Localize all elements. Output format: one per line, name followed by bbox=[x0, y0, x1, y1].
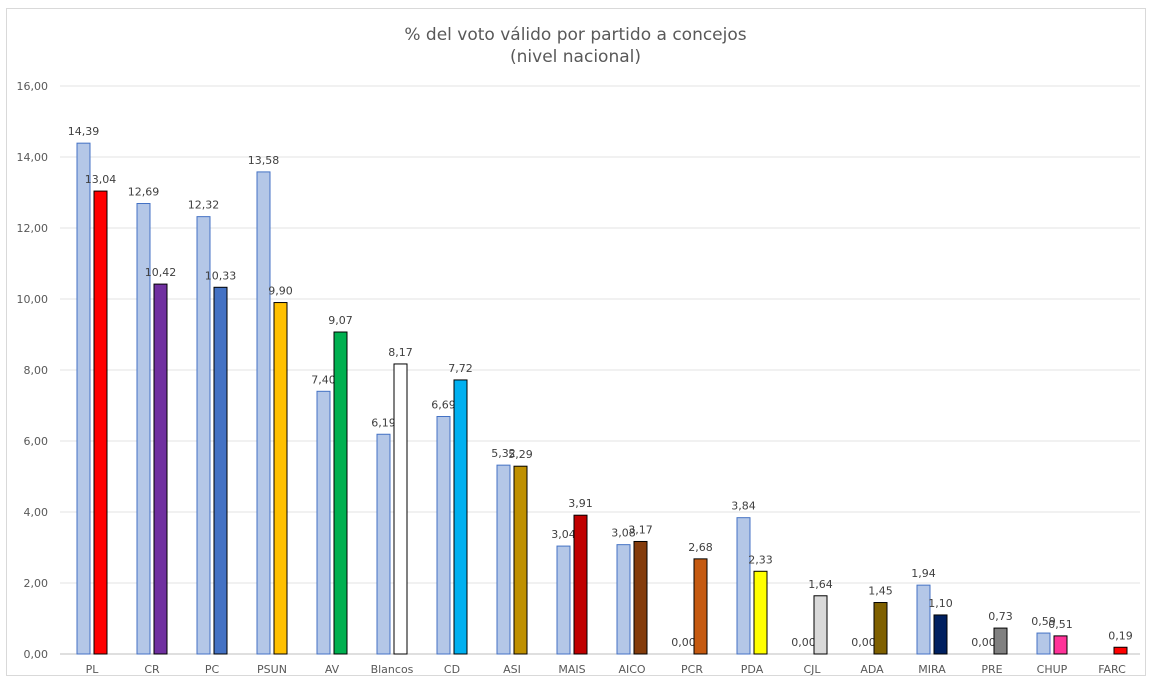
bar-series-1 bbox=[556, 545, 571, 655]
x-category-label: CJL bbox=[803, 663, 821, 676]
bar-series-1 bbox=[316, 390, 331, 655]
data-label-series-1: 0,00 bbox=[671, 636, 696, 649]
data-label-series-1: 1,94 bbox=[911, 567, 936, 580]
data-label-series-2: 0,19 bbox=[1108, 629, 1133, 642]
x-category-label: PC bbox=[205, 663, 220, 676]
bar-series-1 bbox=[1036, 632, 1051, 655]
bar-series-2 bbox=[633, 540, 648, 655]
data-label-series-2: 1,10 bbox=[928, 597, 953, 610]
data-label-series-1: 0,00 bbox=[791, 636, 816, 649]
bar-series-2 bbox=[513, 465, 528, 655]
x-category-label: AV bbox=[325, 663, 340, 676]
chart-title: % del voto válido por partido a concejos bbox=[404, 25, 747, 45]
x-category-label: Blancos bbox=[371, 663, 414, 676]
data-label-series-1: 6,69 bbox=[431, 399, 456, 412]
bar-series-1 bbox=[736, 517, 751, 655]
y-tick-label: 4,00 bbox=[24, 506, 49, 519]
y-tick-label: 6,00 bbox=[24, 435, 49, 448]
data-label-series-2: 5,29 bbox=[508, 448, 533, 461]
y-tick-label: 14,00 bbox=[17, 151, 49, 164]
bar-series-1 bbox=[616, 544, 631, 655]
data-label-series-2: 9,90 bbox=[268, 285, 293, 298]
data-label-series-2: 3,91 bbox=[568, 497, 593, 510]
bar-series-1 bbox=[916, 584, 931, 655]
bar-series-1 bbox=[256, 171, 271, 655]
data-label-series-2: 3,17 bbox=[628, 523, 653, 536]
data-label-series-1: 14,39 bbox=[68, 125, 100, 138]
x-category-label: PCR bbox=[681, 663, 703, 676]
x-category-label: MIRA bbox=[918, 663, 946, 676]
bar-series-2 bbox=[813, 595, 828, 655]
bar-series-2 bbox=[573, 514, 588, 655]
y-tick-label: 2,00 bbox=[24, 577, 49, 590]
data-label-series-1: 6,19 bbox=[371, 416, 396, 429]
bar-series-1 bbox=[196, 216, 211, 655]
y-tick-label: 0,00 bbox=[24, 648, 49, 661]
bar-series-2 bbox=[333, 331, 348, 655]
bar-series-2 bbox=[753, 570, 768, 655]
bar-series-2 bbox=[153, 283, 168, 655]
data-label-series-1: 0,00 bbox=[851, 636, 876, 649]
x-category-label: PDA bbox=[741, 663, 764, 676]
bar-series-1 bbox=[436, 416, 451, 655]
data-label-series-2: 10,33 bbox=[205, 269, 237, 282]
data-label-series-1: 3,04 bbox=[551, 528, 576, 541]
bar-series-1 bbox=[136, 203, 151, 655]
data-label-series-2: 1,45 bbox=[868, 585, 893, 598]
data-label-series-2: 1,64 bbox=[808, 578, 833, 591]
x-category-label: FARC bbox=[1098, 663, 1126, 676]
chart-title-block: % del voto válido por partido a concejos… bbox=[0, 24, 1151, 68]
data-label-series-2: 0,73 bbox=[988, 610, 1013, 623]
data-label-series-1: 7,40 bbox=[311, 373, 336, 386]
x-category-label: ASI bbox=[503, 663, 521, 676]
bar-series-2 bbox=[213, 286, 228, 655]
x-category-label: PRE bbox=[981, 663, 1002, 676]
y-tick-label: 12,00 bbox=[17, 222, 49, 235]
data-label-series-1: 0,59 bbox=[1031, 615, 1056, 628]
data-label-series-1: 12,32 bbox=[188, 199, 220, 212]
bar-series-2 bbox=[273, 302, 288, 655]
bar-series-1 bbox=[376, 433, 391, 655]
data-label-series-2: 8,17 bbox=[388, 346, 413, 359]
x-category-label: CD bbox=[444, 663, 460, 676]
data-label-series-2: 10,42 bbox=[145, 266, 177, 279]
bar-series-1 bbox=[496, 464, 511, 655]
data-label-series-2: 13,04 bbox=[85, 173, 117, 186]
bar-series-2 bbox=[393, 363, 408, 655]
data-label-series-2: 9,07 bbox=[328, 314, 353, 327]
x-category-label: ADA bbox=[860, 663, 884, 676]
y-tick-label: 16,00 bbox=[17, 80, 49, 93]
y-tick-label: 10,00 bbox=[17, 293, 49, 306]
data-label-series-2: 7,72 bbox=[448, 362, 473, 375]
data-label-series-2: 2,33 bbox=[748, 553, 773, 566]
data-label-series-1: 0,00 bbox=[971, 636, 996, 649]
x-category-label: MAIS bbox=[558, 663, 585, 676]
bar-series-2 bbox=[93, 190, 108, 655]
x-category-label: CR bbox=[144, 663, 160, 676]
data-label-series-1: 13,58 bbox=[248, 154, 280, 167]
bar-series-2 bbox=[873, 602, 888, 655]
x-category-label: AICO bbox=[618, 663, 645, 676]
data-label-series-1: 12,69 bbox=[128, 186, 160, 199]
data-label-series-2: 0,51 bbox=[1048, 618, 1073, 631]
chart-subtitle: (nivel nacional) bbox=[510, 47, 641, 67]
data-label-series-2: 2,68 bbox=[688, 541, 713, 554]
data-label-series-1: 5,32 bbox=[491, 447, 516, 460]
data-label-series-1: 3,84 bbox=[731, 500, 756, 513]
bar-series-2 bbox=[1053, 635, 1068, 655]
bar-series-2 bbox=[933, 614, 948, 655]
bar-series-2 bbox=[453, 379, 468, 655]
bar-series-2 bbox=[693, 558, 708, 655]
x-category-label: PSUN bbox=[257, 663, 287, 676]
bar-series-2 bbox=[1113, 646, 1128, 655]
bar-series-2 bbox=[993, 627, 1008, 655]
x-category-label: PL bbox=[86, 663, 100, 676]
x-category-label: CHUP bbox=[1037, 663, 1068, 676]
data-label-series-1: 3,08 bbox=[611, 527, 636, 540]
y-tick-label: 8,00 bbox=[24, 364, 49, 377]
bar-series-1 bbox=[76, 142, 91, 655]
